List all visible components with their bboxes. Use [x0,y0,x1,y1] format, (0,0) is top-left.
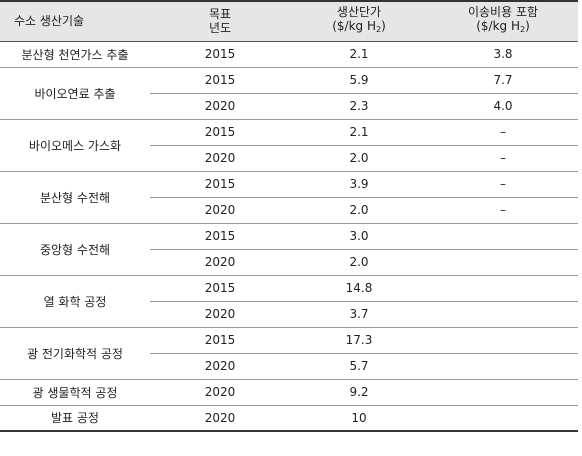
cell-year: 2015 [150,275,290,302]
cell-transport [428,301,578,328]
cell-year: 2015 [150,67,290,94]
cell-tech: 중앙형 수전해 [0,223,150,276]
cell-year: 2020 [150,379,290,406]
cell-transport: – [428,119,578,146]
table-row: 분산형 천연가스 추출 2015 2.1 3.8 [0,41,578,68]
cell-transport: – [428,197,578,224]
table-row: 바이오메스 가스화 2015 2.1– [0,119,578,172]
header-transport-unit-prefix: ($/kg H [476,19,520,34]
table-row: 2020 2.3 4.0 [0,93,578,120]
cell-cost: 17.3 [290,327,428,354]
hydrogen-cost-table-wrapper: 수소 생산기술 목표 년도 생산단가 ($/kg H2) 이송비용 포함 ($/… [0,0,578,432]
cell-cost: 2.3 [290,93,428,120]
header-cost-unit-prefix: ($/kg H [332,19,376,34]
header-transport-unit-suffix: ) [525,19,530,34]
cell-transport [428,405,578,432]
cell-year: 2015 [150,119,290,146]
cell-cost: 3.7 [290,301,428,328]
cell-transport [428,353,578,380]
header-transport-line1: 이송비용 포함 [467,5,539,20]
cell-year: 2015 [150,327,290,354]
table-body: 분산형 천연가스 추출 2015 2.1 3.8 바이오연료 추출 2015 5.9 7.7 2… [0,41,578,432]
table-header: 수소 생산기술 목표 년도 생산단가 ($/kg H2) 이송비용 포함 ($/… [0,0,578,42]
cell-transport [428,327,578,354]
header-cost-unit-suffix: ) [381,19,386,34]
header-target-line1: 목표 [208,7,232,22]
table-row: 광 전기화학적 공정 2015 17.3 [0,327,578,380]
cell-year: 2020 [150,301,290,328]
cell-transport: 4.0 [428,93,578,120]
header-production-cost: 생산단가 ($/kg H2) [290,0,428,42]
cell-cost: 2.1 [290,41,428,68]
header-cost-unit: ($/kg H2) [290,19,428,37]
table-row: 바이오연료 추출 2015 5.9 7.7 [0,67,578,120]
cell-tech: 열 화학 공정 [0,275,150,328]
cell-cost: 5.7 [290,353,428,380]
cell-year: 2020 [150,145,290,172]
cell-transport: 3.8 [428,41,578,68]
cell-cost: 5.9 [290,67,428,94]
cell-tech: 광 생물학적 공정 [0,379,150,406]
cell-transport [428,223,578,250]
header-transport-unit-sub: 2 [519,25,526,35]
header-target-line2: 년도 [208,21,232,36]
cell-cost: 3.9 [290,171,428,198]
header-row: 수소 생산기술 목표 년도 생산단가 ($/kg H2) 이송비용 포함 ($/… [0,0,578,42]
cell-year: 2020 [150,405,290,432]
cell-transport [428,379,578,406]
table-row: 2020 3.7 [0,301,578,328]
header-tech: 수소 생산기술 [0,0,150,42]
table-row: 2020 2.0 [0,249,578,276]
cell-tech: 분산형 천연가스 추출 [0,41,150,68]
cell-transport: 7.7 [428,67,578,94]
cell-cost: 2.1 [290,119,428,146]
cell-cost: 2.0 [290,145,428,172]
cell-transport [428,249,578,276]
table-row: 2020 2.0– [0,145,578,172]
header-transport-unit: ($/kg H2) [428,19,578,37]
cell-year: 2020 [150,93,290,120]
header-target-year: 목표 년도 [150,0,290,42]
cell-cost: 10 [290,405,428,432]
cell-year: 2015 [150,223,290,250]
table-row: 발표 공정 2020 10 [0,405,578,432]
cell-tech: 발표 공정 [0,405,150,432]
cell-cost: 9.2 [290,379,428,406]
cell-transport: – [428,171,578,198]
cell-year: 2020 [150,353,290,380]
header-transport-cost: 이송비용 포함 ($/kg H2) [428,0,578,42]
cell-year: 2015 [150,171,290,198]
cell-cost: 2.0 [290,197,428,224]
table-row: 중앙형 수전해 2015 3.0 [0,223,578,276]
cell-tech: 바이오연료 추출 [0,67,150,120]
cell-year: 2015 [150,41,290,68]
cell-transport: – [428,145,578,172]
table-row: 광 생물학적 공정 2020 9.2 [0,379,578,406]
cell-transport [428,275,578,302]
cell-cost: 14.8 [290,275,428,302]
table-row: 2020 5.7 [0,353,578,380]
cell-cost: 2.0 [290,249,428,276]
cell-year: 2020 [150,197,290,224]
hydrogen-cost-table: 수소 생산기술 목표 년도 생산단가 ($/kg H2) 이송비용 포함 ($/… [0,0,578,432]
header-cost-unit-sub: 2 [375,25,382,35]
cell-tech: 분산형 수전해 [0,171,150,224]
cell-tech: 바이오메스 가스화 [0,119,150,172]
cell-cost: 3.0 [290,223,428,250]
header-tech-label: 수소 생산기술 [14,14,85,29]
table-row: 열 화학 공정 2015 14.8 [0,275,578,328]
table-row: 분산형 수전해 2015 3.9– [0,171,578,224]
header-cost-line1: 생산단가 [336,5,382,20]
cell-tech: 광 전기화학적 공정 [0,327,150,380]
cell-year: 2020 [150,249,290,276]
table-row: 2020 2.0– [0,197,578,224]
